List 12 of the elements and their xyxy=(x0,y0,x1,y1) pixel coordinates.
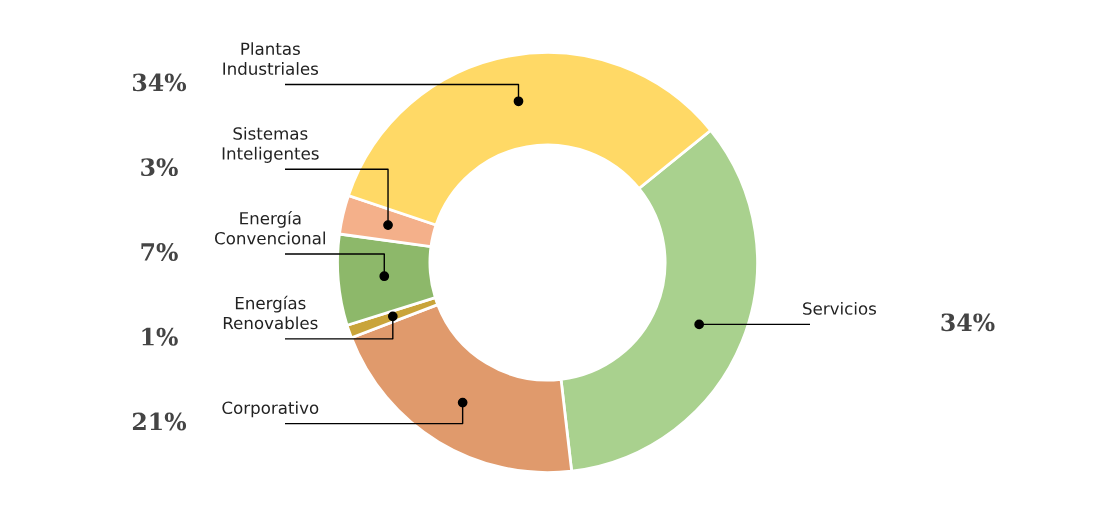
slice-label: Sistemas Inteligentes xyxy=(222,126,319,163)
data-label: 3% xyxy=(141,158,178,177)
data-label: 21% xyxy=(132,412,187,431)
slice-label: Energías Renovables xyxy=(223,295,318,330)
slice-label: Energía Convencional xyxy=(215,211,325,245)
slice-label: Servicios xyxy=(803,301,877,315)
slice-label: Plantas Industriales xyxy=(223,42,319,75)
data-label: 7% xyxy=(141,243,178,261)
data-label: 1% xyxy=(142,327,178,346)
data-label: 34% xyxy=(133,73,187,92)
data-label: 34% xyxy=(941,313,995,332)
slice-label: Corporativo xyxy=(222,401,319,418)
